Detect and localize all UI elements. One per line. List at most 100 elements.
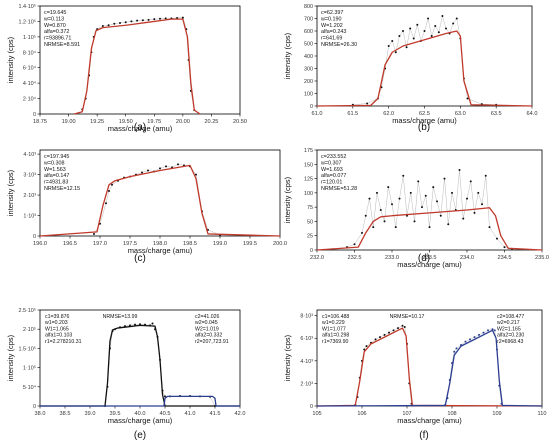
measured-trace-1 — [346, 169, 513, 250]
data-point — [124, 21, 127, 24]
data-point — [383, 220, 386, 223]
x-axis-label: mass/charge (amu) — [108, 416, 173, 425]
data-point — [447, 223, 450, 226]
x-tick-label: 234.0 — [460, 255, 474, 261]
chart-panel-2: 61.0 61.5 62.0 62.5 63.0 63.5 64.0 0 100 200 300 40… — [283, 4, 537, 133]
x-tick-label: 61.5 — [347, 111, 358, 117]
x-tick-label: 38.5 — [60, 411, 71, 417]
x-tick-label: 40.0 — [135, 411, 146, 417]
fit-parameter: r=93896.71 — [44, 36, 71, 42]
data-point — [164, 395, 166, 398]
y-tick-label: 2·10⁴ — [23, 97, 37, 103]
panel-label: (f) — [419, 430, 428, 441]
x-tick-label: 19.00 — [62, 119, 76, 125]
x-tick-label: 108 — [447, 411, 456, 417]
data-point — [434, 25, 437, 27]
y-tick-label: 0 — [33, 404, 36, 410]
y-tick-label: 3·10³ — [23, 173, 36, 179]
y-tick-label: 800 — [304, 4, 313, 10]
data-point — [491, 328, 494, 331]
data-point — [402, 174, 405, 177]
data-point — [430, 35, 433, 37]
data-point — [394, 51, 397, 54]
data-point — [111, 183, 113, 186]
x-tick-label: 233.0 — [385, 255, 399, 261]
fit-parameter: alfa=0.147 — [44, 173, 69, 179]
x-tick-label: 197.0 — [93, 241, 107, 247]
data-point — [159, 17, 161, 20]
fit-parameter: W=0.870 — [44, 23, 66, 29]
data-point — [177, 163, 179, 166]
data-point — [159, 167, 161, 170]
fit-parameter-left: w1=0.203 — [45, 320, 68, 326]
data-point — [108, 189, 110, 192]
plot-frame — [316, 149, 543, 251]
data-point — [93, 232, 95, 235]
fit-parameter-right: alfa2=0.332 — [195, 333, 222, 339]
fit-parameter: c=233.552 — [321, 154, 346, 160]
fit-parameter-left: r1=2.278210.31 — [45, 339, 82, 345]
fit-parameter: w=0.113 — [43, 16, 64, 22]
y-tick-label: 1.5·10⁵ — [18, 346, 36, 352]
x-tick-label: 233.5 — [423, 255, 437, 261]
data-point — [405, 46, 408, 49]
y-tick-label: 6·10³ — [300, 336, 313, 342]
data-point — [403, 325, 406, 328]
x-tick-label: 19.50 — [119, 119, 133, 125]
data-point — [488, 226, 491, 229]
x-tick-label: 41.0 — [185, 411, 196, 417]
nrmse-label: NRMSE=13.99 — [103, 314, 138, 320]
data-point — [462, 217, 465, 220]
fit-parameter-left: alfa1=0.103 — [45, 333, 72, 339]
x-tick-label: 41.5 — [210, 411, 221, 417]
fit-parameter: c=62.397 — [321, 10, 343, 16]
fit-parameter: NRMSE=8.591 — [44, 42, 80, 48]
fit-parameter: alfa=0.372 — [44, 29, 69, 35]
data-point — [466, 97, 469, 100]
fit-parameter-right: W2=1.165 — [497, 326, 521, 332]
y-tick-label: 200 — [304, 79, 313, 85]
y-tick-label: 1·10⁵ — [23, 366, 36, 372]
data-point — [437, 31, 440, 34]
data-point — [398, 197, 401, 200]
y-tick-label: 75 — [307, 205, 313, 211]
fit-parameter: W=1.202 — [321, 23, 343, 29]
data-point — [455, 17, 458, 20]
y-tick-label: 2.5·10⁵ — [18, 308, 36, 314]
fit-parameter-left: W1=1.077 — [322, 326, 346, 332]
data-point — [417, 180, 420, 183]
y-tick-label: 300 — [304, 67, 313, 73]
fit-curve-2 — [316, 30, 533, 107]
measured-trace-3 — [445, 329, 502, 405]
data-point — [364, 214, 367, 217]
data-point — [427, 17, 430, 20]
fit-curve-2 — [40, 324, 240, 407]
fit-parameter-left: alfa1=0.298 — [322, 333, 349, 339]
data-point — [493, 329, 496, 332]
x-tick-label: 20.25 — [204, 119, 218, 125]
fit-parameter: W=1.563 — [44, 167, 66, 173]
x-tick-label: 63.5 — [491, 111, 502, 117]
y-tick-label: 5·10⁴ — [23, 385, 37, 391]
y-tick-label: 25 — [307, 234, 313, 240]
plot-frame — [39, 5, 241, 115]
data-point — [496, 237, 498, 240]
data-point — [181, 16, 184, 19]
x-tick-label: 232.5 — [348, 255, 362, 261]
y-tick-label: 2·10⁵ — [23, 327, 36, 333]
plot-frame — [39, 149, 281, 237]
data-point — [436, 200, 438, 203]
y-tick-label: 600 — [304, 29, 313, 35]
data-point — [439, 214, 442, 217]
fit-parameter: r=120.01 — [321, 180, 342, 186]
fit-parameter-right: c2=108.477 — [497, 314, 524, 320]
panel-label: (d) — [418, 253, 430, 264]
fit-parameter-right: r2=6968.43 — [497, 339, 524, 345]
fit-parameter: alfa=0.243 — [321, 29, 346, 35]
y-tick-label: 175 — [304, 148, 313, 154]
data-point — [151, 322, 154, 325]
data-point — [401, 324, 404, 327]
x-tick-label: 198.0 — [153, 241, 167, 247]
x-tick-label: 19.75 — [147, 119, 161, 125]
fit-parameter: alfa=0.077 — [321, 173, 346, 179]
